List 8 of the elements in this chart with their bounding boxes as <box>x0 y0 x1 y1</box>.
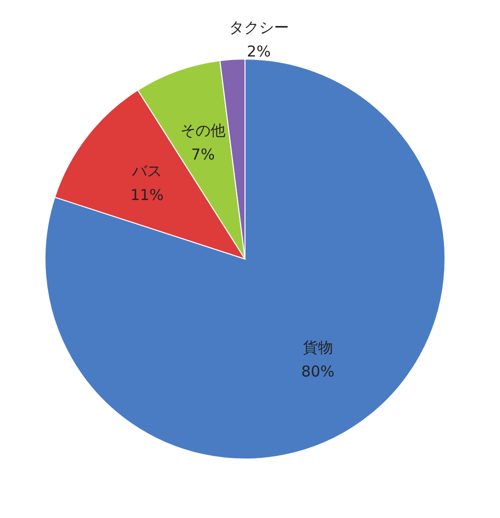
slice-label: 貨物 <box>302 338 333 356</box>
slice-label: バス <box>131 162 162 180</box>
slice-label: タクシー <box>228 18 289 36</box>
data-label: 2% <box>246 42 271 60</box>
data-label: 80% <box>301 362 335 380</box>
data-label: 11% <box>130 186 164 204</box>
data-label: 7% <box>191 145 215 164</box>
slice-label: その他 <box>180 121 226 140</box>
